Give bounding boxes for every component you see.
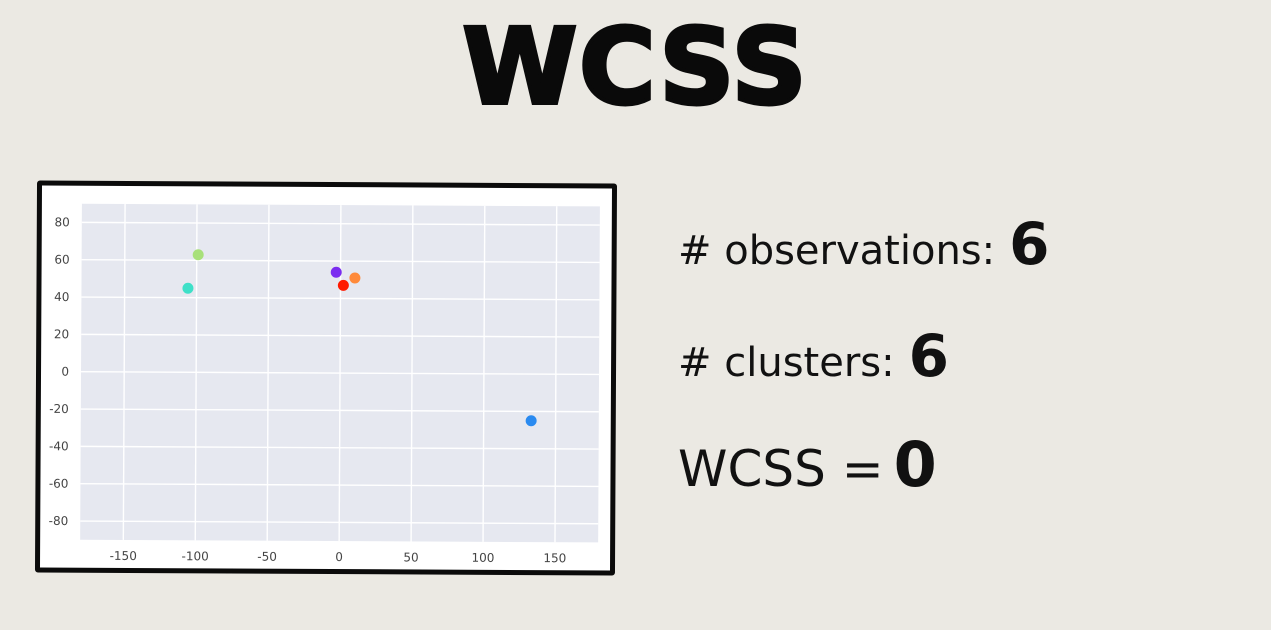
scatter-plot: -150 -100 -50 0 50 100 150 80 60 40 20 0 -20 -40 -60 -8… bbox=[49, 203, 600, 565]
observations-stat: # observations: 6 bbox=[678, 210, 1049, 278]
chart-frame: -150 -100 -50 0 50 100 150 80 60 40 20 0 -20 -40 -60 -8… bbox=[34, 180, 618, 576]
clusters-stat: # clusters: 6 bbox=[678, 322, 949, 390]
page-title: WCSS bbox=[460, 4, 809, 130]
clusters-value: 6 bbox=[908, 322, 949, 390]
x-tick-label: 100 bbox=[471, 551, 494, 565]
observations-value: 6 bbox=[1009, 210, 1050, 278]
y-gridline bbox=[81, 296, 600, 301]
y-gridline bbox=[80, 408, 599, 413]
y-gridline bbox=[80, 520, 599, 525]
y-tick-label: 0 bbox=[61, 365, 69, 379]
x-tick-label: 0 bbox=[335, 550, 343, 564]
x-tick-label: -100 bbox=[182, 549, 209, 563]
clusters-label: # clusters: bbox=[678, 340, 895, 386]
data-point bbox=[192, 249, 204, 261]
y-tick-label: -40 bbox=[49, 439, 69, 453]
data-point bbox=[525, 415, 537, 427]
data-point bbox=[349, 272, 361, 284]
x-tick-label: 50 bbox=[403, 550, 418, 564]
data-point bbox=[182, 282, 194, 294]
x-tick-label: 150 bbox=[543, 551, 566, 565]
y-gridline bbox=[80, 483, 599, 488]
y-gridline bbox=[81, 333, 600, 338]
x-tick-label: -150 bbox=[110, 549, 137, 563]
y-gridline bbox=[81, 221, 600, 226]
y-tick-label: 60 bbox=[54, 253, 69, 267]
observations-label: # observations: bbox=[678, 228, 996, 274]
wcss-value: 0 bbox=[893, 428, 937, 501]
wcss-label: WCSS = bbox=[678, 440, 884, 498]
data-point bbox=[337, 279, 349, 291]
y-tick-label: 80 bbox=[54, 215, 69, 229]
y-tick-label: -80 bbox=[49, 514, 69, 528]
y-gridline bbox=[81, 259, 600, 264]
x-tick-label: -50 bbox=[257, 550, 277, 564]
y-tick-label: -20 bbox=[49, 402, 69, 416]
y-tick-label: 20 bbox=[54, 327, 69, 341]
y-tick-label: -60 bbox=[49, 477, 69, 491]
y-tick-label: 40 bbox=[54, 290, 69, 304]
data-point bbox=[330, 266, 342, 278]
y-gridline bbox=[81, 371, 600, 376]
wcss-stat: WCSS = 0 bbox=[678, 428, 937, 501]
y-gridline bbox=[80, 445, 599, 450]
